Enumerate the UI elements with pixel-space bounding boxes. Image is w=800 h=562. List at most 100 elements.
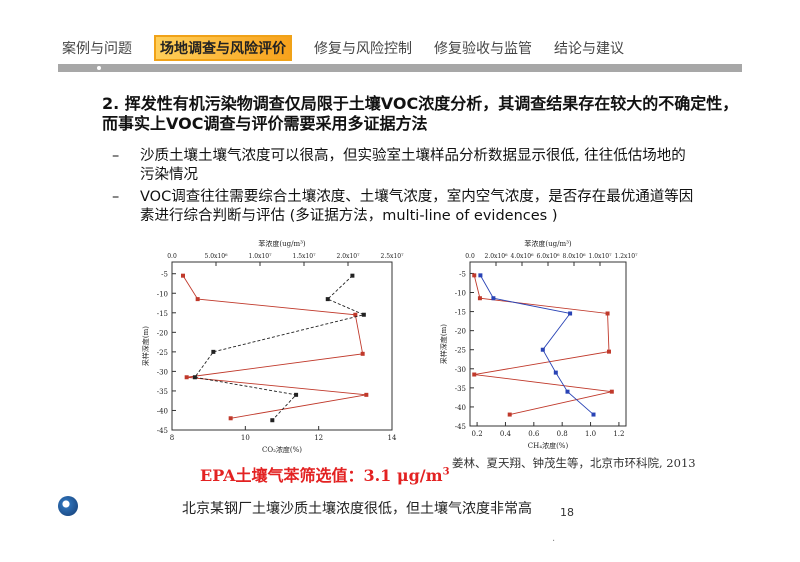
chart2-series-1-point [477,296,482,301]
chart2-ytick-label: -20 [455,328,466,336]
chart2-ytick-label: -25 [455,347,466,355]
chart2-ytick-label: -10 [455,290,466,298]
chart2-ytick-label: -45 [455,423,466,431]
tab-conclusion[interactable]: 结论与建议 [554,41,624,57]
chart1-series-1-point [195,297,200,302]
chart2-top-tick-label: 8.0x10⁶ [563,253,587,260]
chart1-ytick-label: -45 [157,427,168,435]
chart1-series-1-point [353,312,358,317]
chart2-top-tick-label: 0.0 [465,253,475,260]
chart1-series-2-point [361,312,366,317]
chart1-series-1-point [364,392,369,397]
bullet-2: – VOC调查往往需要综合土壤浓度、土壤气浓度，室内空气浓度，是否存在最优通道等… [112,188,700,226]
chart1-series-2-point [270,418,275,423]
epa-superscript: 3 [442,466,450,478]
header-divider [58,64,742,72]
chart1-ytick-label: -20 [157,329,168,337]
chart2-series-1-line [473,275,612,415]
chart2-series-1-point [609,389,614,394]
chart2-top-tick-label: 1.0x10⁷ [589,253,613,260]
top-navigation: 案例与问题 场地调查与风险评价 修复与风险控制 修复验收与监管 结论与建议 [62,34,646,62]
chart2-xtick-label: 0.4 [500,430,512,438]
chart2-ytick-label: -5 [459,270,466,278]
chart1-top-tick-label: 2.5x10⁷ [381,253,405,260]
chart2-series-2-point [491,296,496,301]
chart2-ytick-label: -30 [455,366,466,374]
chart1-ytick-label: -15 [157,310,168,318]
chart1-series-2-point [294,392,299,397]
bullet-2-text: VOC调查往往需要综合土壤浓度、土壤气浓度，室内空气浓度，是否存在最优通道等因素… [140,189,694,224]
chart1-series-2-point [211,349,216,354]
logo-icon [58,496,78,516]
chart2-xtick-label: 0.6 [528,430,540,438]
chart1-series-1-point [360,351,365,356]
chart2-xtick-label: 1.2 [613,430,624,438]
bullet-dash: – [112,148,120,164]
chart2-frame [469,261,627,427]
epa-screening-value: EPA土壤气苯筛选值：3.1 μg/m3 [200,462,450,486]
chart1-x-axis-title: CO₂浓度(%) [262,445,302,454]
bullet-dash: – [112,189,120,205]
epa-text: EPA土壤气苯筛选值：3.1 μg/m [200,466,443,485]
chart2-series-2-line [480,275,594,415]
chart1-series-1-point [228,416,233,421]
chart1-series-2-point [350,273,355,278]
chart1-series-2-line [194,275,366,421]
chart1-ytick-label: -35 [157,388,168,396]
chart2-xtick-label: 0.8 [557,430,568,438]
chart2-series-1-point [472,273,477,278]
chart2-x-axis-title: CH₄浓度(%) [528,441,569,450]
tab-acceptance[interactable]: 修复验收与监管 [434,41,532,57]
citation: 姜林、夏天翔、钟茂生等，北京市环科院, 2013 [452,456,696,470]
chart1-series-1-line [182,275,367,419]
chart2-top-tick-label: 6.0x10⁶ [537,253,561,260]
bullet-1-text: 沙质土壤土壤气浓度可以很高，但实验室土壤样品分析数据显示很低, 往往低估场地的污… [140,148,686,183]
chart1-frame [171,261,393,431]
chart1-ytick-label: -40 [157,407,168,415]
slide-title: 2. 挥发性有机污染物调查仅局限于土壤VOC浓度分析，其调查结果存在较大的不确定… [102,94,739,133]
chart2-series-2-point [591,412,596,417]
chart1-xtick-label: 14 [388,434,397,442]
watermark: · [552,536,556,547]
chart2-series-1-point [507,412,512,417]
chart2-series-1-point [606,349,611,354]
chart2-series-1-point [472,372,477,377]
chart2-series-2-point [553,370,558,375]
chart1-xtick-label: 8 [170,434,174,442]
chart2-ytick-label: -40 [455,404,466,412]
chart2-xtick-label: 1.0 [585,430,596,438]
chart1-top-axis-title: 苯浓度(ug/m³) [258,239,306,248]
chart1-ytick-label: -30 [157,368,168,376]
chart2-series-2-point [478,273,483,278]
chart1-top-tick-label: 2.0x10⁷ [337,253,361,260]
chart1-top-tick-label: 1.5x10⁷ [293,253,317,260]
chart1-xtick-label: 10 [241,434,250,442]
chart2-top-axis-title: 苯浓度(ug/m³) [524,239,572,248]
chart1-series-1-point [181,273,185,278]
chart1-ytick-label: -25 [157,349,168,357]
tab-remediation[interactable]: 修复与风险控制 [314,41,412,57]
tab-site-investigation[interactable]: 场地调查与风险评价 [154,35,292,61]
header-dot [97,66,101,70]
chart1-ytick-label: -5 [161,271,168,279]
chart1-top-tick-label: 5.0x10⁶ [205,253,229,260]
chart2-top-tick-label: 2.0x10⁶ [485,253,509,260]
chart1-y-axis-title: 采样深度(m) [141,326,150,366]
chart2-series-1-point [605,311,610,316]
chart1-series-2-point [192,375,197,380]
chart2-series-2-point [568,311,573,316]
bottom-caption: 北京某钢厂土壤沙质土壤浓度很低，但土壤气浓度非常高 [182,501,532,517]
tab-cases[interactable]: 案例与问题 [62,41,132,57]
chart1-top-tick-label: 1.0x10⁷ [249,253,273,260]
chart2-top-tick-label: 4.0x10⁶ [511,253,535,260]
page-number: 18 [560,506,574,519]
chart1-series-2-point [325,297,330,302]
chart1-series-1-point [184,375,189,380]
chart2-series-2-point [540,347,545,352]
chart2-series-2-point [565,389,570,394]
chart1-ytick-label: -10 [157,290,168,298]
chart1-top-tick-label: 0.0 [167,253,177,260]
chart2-xtick-label: 0.2 [472,430,483,438]
chart1-xtick-label: 12 [314,434,323,442]
